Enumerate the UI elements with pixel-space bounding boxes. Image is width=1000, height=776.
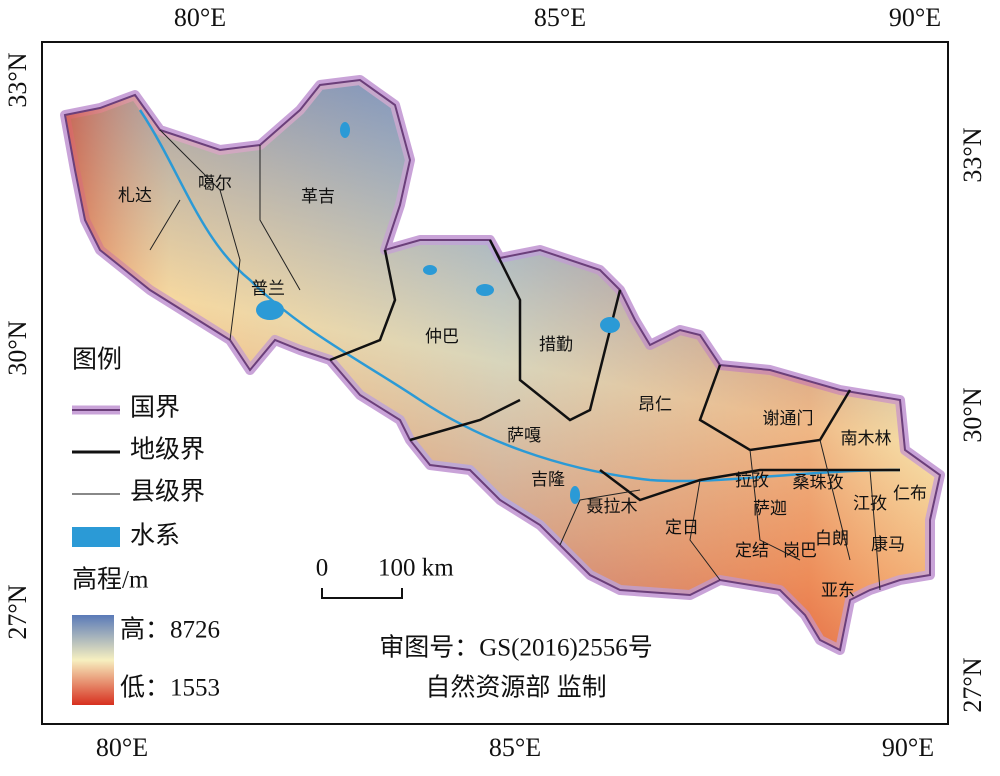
place: 仁布 <box>893 484 927 503</box>
lat-label: 27°N <box>3 584 32 639</box>
place: 江孜 <box>853 494 887 513</box>
lat-label: 27°N <box>958 657 987 712</box>
place: 岗巴 <box>783 541 817 560</box>
legend-item: 地级界 <box>130 436 205 464</box>
place: 亚东 <box>821 581 855 600</box>
scale-end: 100 km <box>378 555 454 582</box>
lat-label: 30°N <box>3 320 32 375</box>
place: 定日 <box>665 518 699 537</box>
place: 仲巴 <box>425 327 459 346</box>
scale-start: 0 <box>316 555 329 582</box>
place: 札达 <box>118 186 152 205</box>
place: 普兰 <box>251 279 285 298</box>
lon-label: 90°E <box>889 3 941 32</box>
place: 噶尔 <box>198 174 232 193</box>
scale-bar: 0 100 km <box>316 555 454 599</box>
axis-labels: 80°E 85°E 90°E 80°E 85°E 90°E 33°N 30°N … <box>3 3 987 762</box>
place: 昂仁 <box>638 395 672 414</box>
lon-label: 90°E <box>882 733 934 762</box>
place: 措勤 <box>539 335 573 354</box>
legend-item: 县级界 <box>130 478 205 506</box>
place: 定结 <box>735 541 769 560</box>
place: 南木林 <box>841 429 892 448</box>
place: 聂拉木 <box>587 497 638 516</box>
place: 白朗 <box>815 529 849 548</box>
region <box>60 75 945 655</box>
lat-label: 33°N <box>3 52 32 107</box>
lon-label: 80°E <box>174 3 226 32</box>
legend-item: 水系 <box>130 522 180 550</box>
elevation-title: 高程/m <box>72 566 149 594</box>
lon-label: 80°E <box>96 733 148 762</box>
place: 康马 <box>871 535 905 554</box>
elevation-high: 高：8726 <box>120 616 220 644</box>
legend: 图例 国界 地级界 县级界 水系 高程/m 高：8726 低：1553 <box>72 346 220 705</box>
legend-item: 国界 <box>130 395 180 422</box>
elevation-low: 低：1553 <box>120 674 220 702</box>
place: 革吉 <box>301 187 335 206</box>
scale-line <box>321 588 403 599</box>
place: 拉孜 <box>735 471 769 490</box>
elevation-bar <box>72 615 114 705</box>
approval-number: 审图号：GS(2016)2556号 <box>379 634 653 662</box>
lon-label: 85°E <box>534 3 586 32</box>
lon-label: 85°E <box>489 733 541 762</box>
place: 桑珠孜 <box>793 473 844 492</box>
lat-label: 33°N <box>958 127 987 182</box>
publisher: 自然资源部 监制 <box>425 674 606 702</box>
place: 萨嘎 <box>507 426 541 445</box>
legend-title: 图例 <box>72 346 122 374</box>
place-names: 札达 噶尔 革吉 普兰 仲巴 措勤 昂仁 萨嘎 吉隆 聂拉木 定日 谢通门 南木… <box>118 174 927 600</box>
lat-label: 30°N <box>958 387 987 442</box>
place: 萨迦 <box>753 499 787 518</box>
place: 吉隆 <box>531 470 565 489</box>
place: 谢通门 <box>763 409 814 428</box>
legend-swatch <box>72 527 120 547</box>
